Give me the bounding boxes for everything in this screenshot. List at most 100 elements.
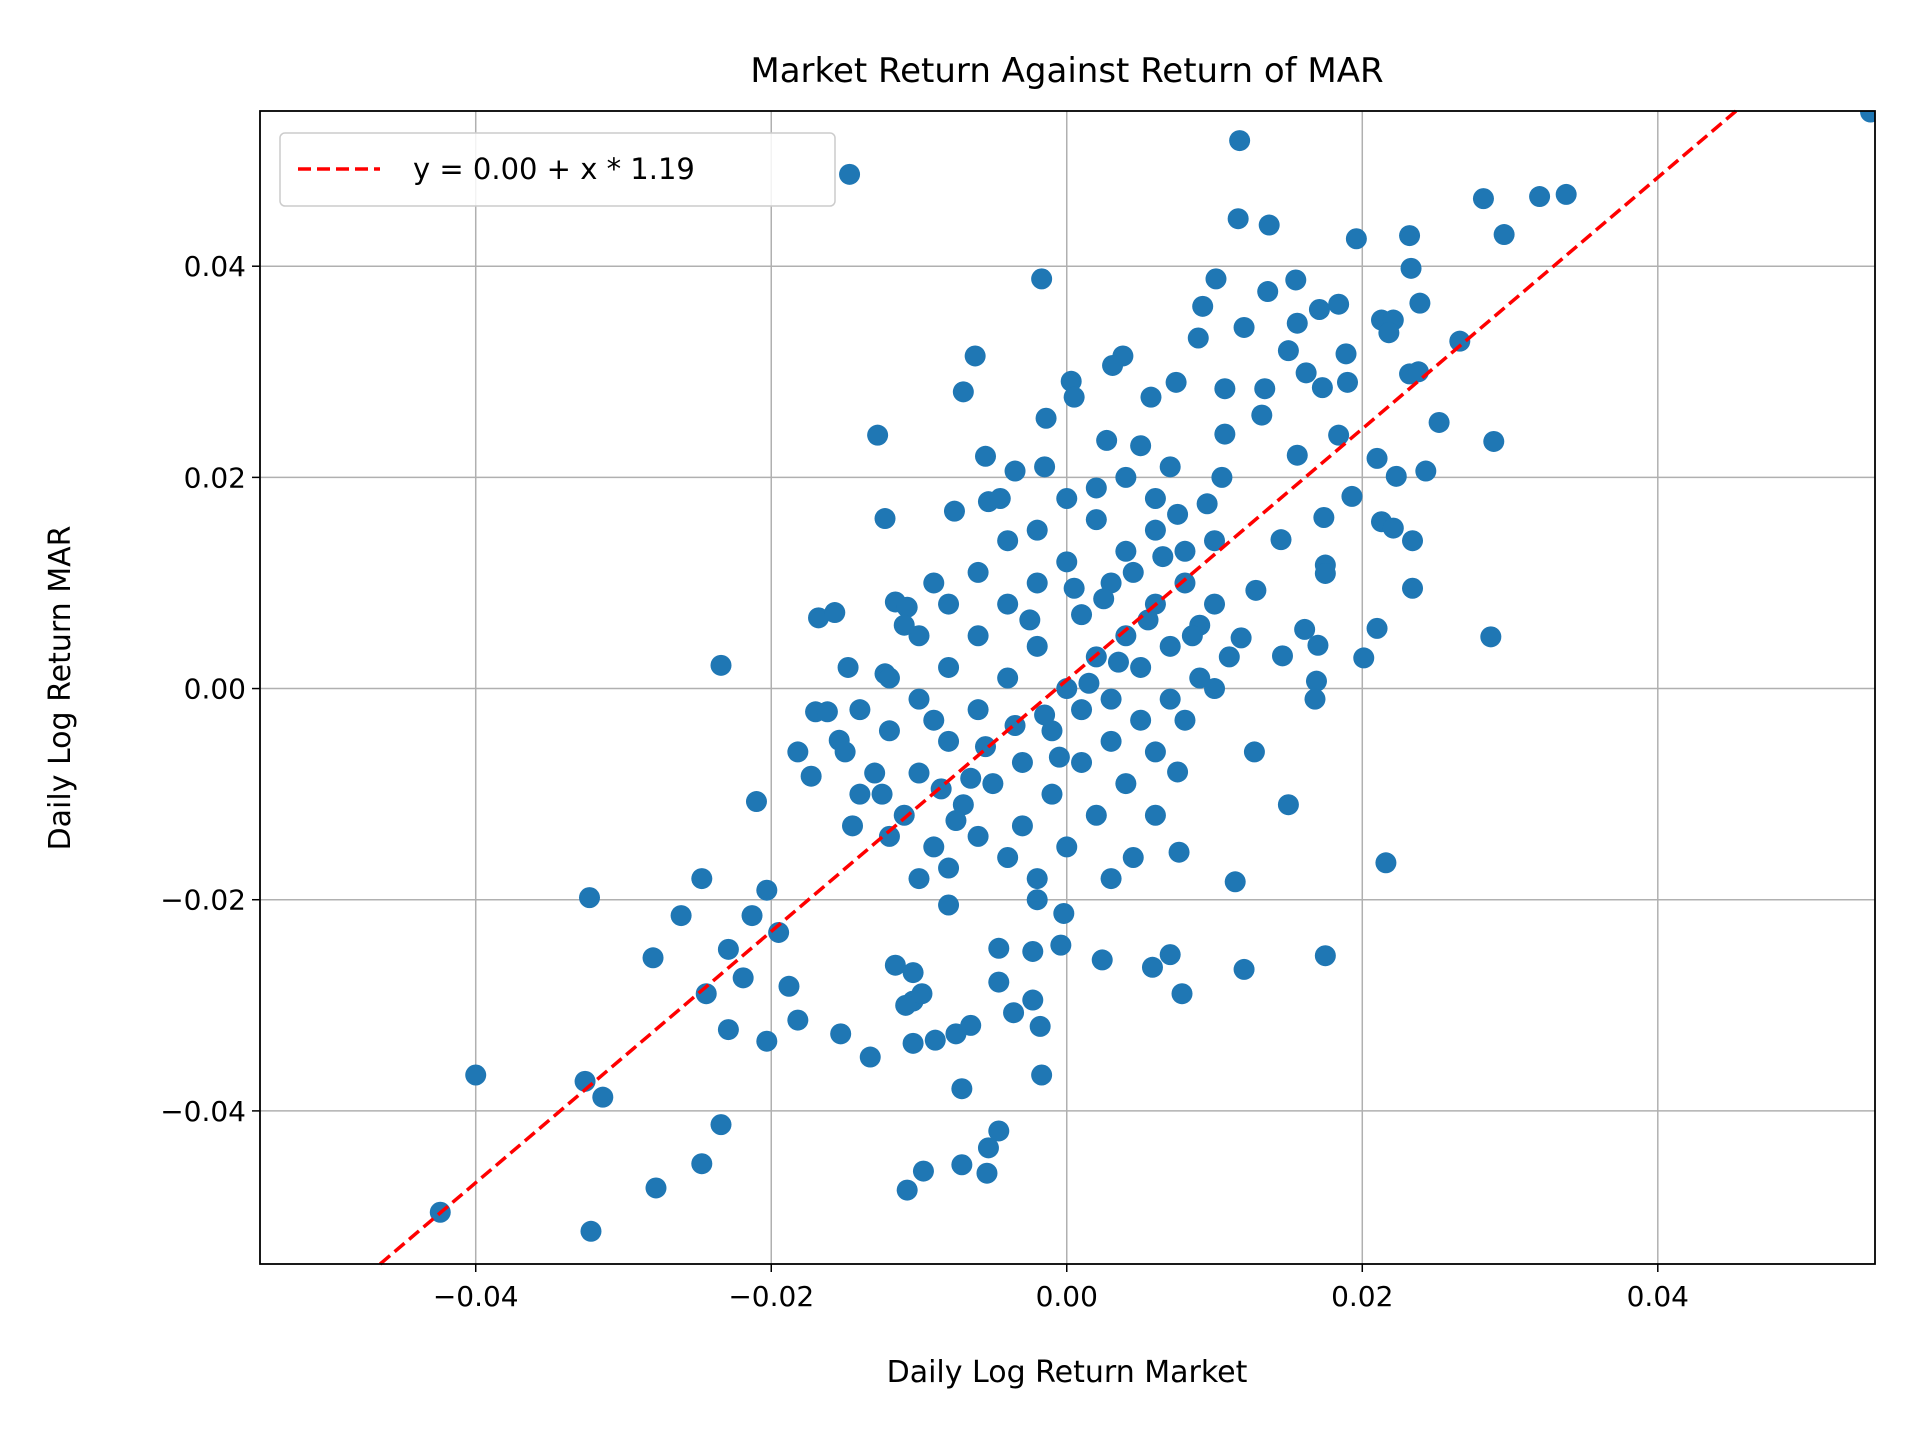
data-point xyxy=(923,709,945,731)
data-point xyxy=(1407,361,1429,383)
data-point xyxy=(967,561,989,583)
data-point xyxy=(878,825,900,847)
data-point xyxy=(1311,377,1333,399)
legend-box xyxy=(279,132,836,207)
data-point xyxy=(938,593,960,615)
data-point xyxy=(1328,424,1350,446)
data-point xyxy=(893,804,915,826)
data-point xyxy=(1171,983,1193,1005)
data-point xyxy=(1144,804,1166,826)
data-point xyxy=(1107,651,1129,673)
data-point xyxy=(923,836,945,858)
data-point xyxy=(1102,354,1124,376)
data-point xyxy=(952,794,974,816)
data-point xyxy=(1428,411,1450,433)
data-point xyxy=(1152,546,1174,568)
data-point xyxy=(1159,944,1181,966)
data-point xyxy=(1335,343,1357,365)
data-point xyxy=(997,846,1019,868)
data-point xyxy=(1529,186,1551,208)
data-point xyxy=(1243,741,1265,763)
data-point xyxy=(1328,293,1350,315)
data-point xyxy=(745,791,767,813)
x-tick-label: −0.04 xyxy=(433,1280,519,1313)
data-point xyxy=(1041,783,1063,805)
data-point xyxy=(1100,868,1122,890)
data-point xyxy=(938,730,960,752)
data-point xyxy=(1224,871,1246,893)
data-point xyxy=(1041,720,1063,742)
data-point xyxy=(1115,466,1137,488)
data-point xyxy=(1174,709,1196,731)
data-points xyxy=(429,111,1875,1242)
y-axis-label: Daily Log Return MAR xyxy=(43,526,78,851)
data-point xyxy=(1022,989,1044,1011)
data-point xyxy=(1409,292,1431,314)
data-point xyxy=(1493,224,1515,246)
data-point xyxy=(1214,378,1236,400)
data-point xyxy=(938,857,960,879)
data-point xyxy=(1050,934,1072,956)
data-point xyxy=(778,975,800,997)
data-point xyxy=(1031,268,1053,290)
data-point xyxy=(1137,609,1159,631)
data-point xyxy=(1233,316,1255,338)
data-point xyxy=(1251,404,1273,426)
data-point xyxy=(943,500,965,522)
data-point xyxy=(1026,572,1048,594)
data-point xyxy=(756,1030,778,1052)
data-point xyxy=(1071,699,1093,721)
data-point xyxy=(1029,1015,1051,1037)
data-point xyxy=(1353,647,1375,669)
data-point xyxy=(895,994,917,1016)
data-point xyxy=(1167,761,1189,783)
data-point xyxy=(997,593,1019,615)
legend-entry: y = 0.00 + x * 1.19 xyxy=(413,152,695,186)
data-point xyxy=(1375,852,1397,874)
y-tick-label: −0.02 xyxy=(160,884,246,917)
data-point xyxy=(1130,435,1152,457)
data-point xyxy=(1308,299,1330,321)
data-point xyxy=(1366,447,1388,469)
data-point xyxy=(960,767,982,789)
data-point xyxy=(923,572,945,594)
data-point xyxy=(908,868,930,890)
data-point xyxy=(1189,667,1211,689)
data-point xyxy=(1860,111,1875,123)
data-point xyxy=(1100,730,1122,752)
data-point xyxy=(997,530,1019,552)
data-point xyxy=(1483,430,1505,452)
data-point xyxy=(988,971,1010,993)
data-point xyxy=(1480,626,1502,648)
data-point xyxy=(1555,183,1577,205)
data-point xyxy=(580,1220,602,1242)
data-point xyxy=(1141,956,1163,978)
y-tick-label: −0.04 xyxy=(160,1095,246,1128)
data-point xyxy=(1093,588,1115,610)
data-point xyxy=(670,905,692,927)
data-point xyxy=(1078,672,1100,694)
data-point xyxy=(1115,625,1137,647)
data-point xyxy=(741,905,763,927)
y-tick-label: 0.04 xyxy=(184,250,246,283)
data-point xyxy=(691,1153,713,1175)
data-point xyxy=(997,667,1019,689)
regression-line xyxy=(378,109,1738,1266)
data-point xyxy=(1071,751,1093,773)
data-point xyxy=(710,1114,732,1136)
data-point xyxy=(893,614,915,636)
data-point xyxy=(642,947,664,969)
data-point xyxy=(1144,519,1166,541)
data-point xyxy=(938,894,960,916)
data-point xyxy=(592,1086,614,1108)
data-point xyxy=(1056,551,1078,573)
data-point xyxy=(902,962,924,984)
data-point xyxy=(808,607,830,629)
data-point xyxy=(1230,627,1252,649)
data-point xyxy=(717,938,739,960)
data-point xyxy=(695,983,717,1005)
data-point xyxy=(1385,465,1407,487)
data-point xyxy=(976,1162,998,1184)
data-point xyxy=(1130,656,1152,678)
